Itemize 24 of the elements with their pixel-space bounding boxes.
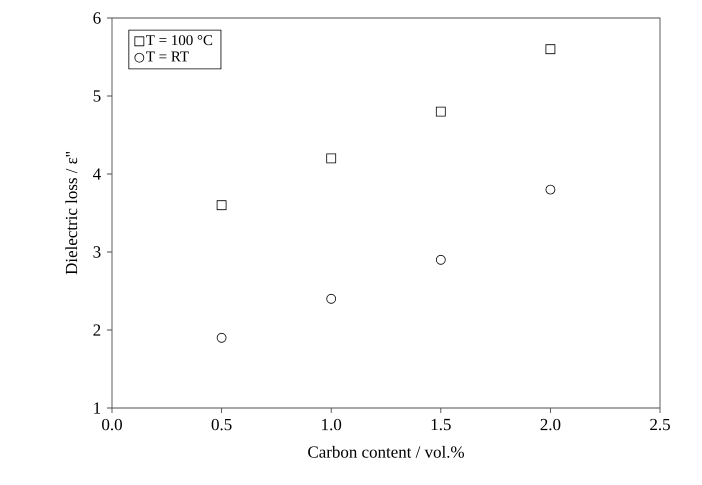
y-tick-label: 6 <box>93 12 101 24</box>
y-tick-label: 2 <box>93 324 100 336</box>
y-tick-label: 4 <box>93 168 101 180</box>
y-tick-label: 1 <box>94 402 100 414</box>
point <box>546 184 556 194</box>
legend-label: T = RT <box>146 52 189 62</box>
legend-label: T = 100 °C <box>146 35 212 46</box>
point <box>326 294 336 304</box>
x-tick-label: 2.5 <box>650 418 670 430</box>
x-tick-label: 0.0 <box>102 418 122 430</box>
point <box>436 106 446 116</box>
x-tick-label: 1.5 <box>432 418 451 430</box>
y-tick-label: 3 <box>94 246 100 258</box>
x-tick-label: 1.0 <box>322 418 342 430</box>
point <box>436 254 446 265</box>
point <box>546 44 556 54</box>
point <box>326 154 336 164</box>
y-axis-title: Dielectric loss / ε'' <box>65 152 78 274</box>
x-tick-label: 2.0 <box>540 418 560 430</box>
point <box>216 332 226 343</box>
x-axis-title: Carbon content / vol.% <box>308 446 464 458</box>
y-tick-label: 5 <box>94 90 100 102</box>
x-tick-label: 0.5 <box>212 418 232 430</box>
point <box>216 200 226 210</box>
